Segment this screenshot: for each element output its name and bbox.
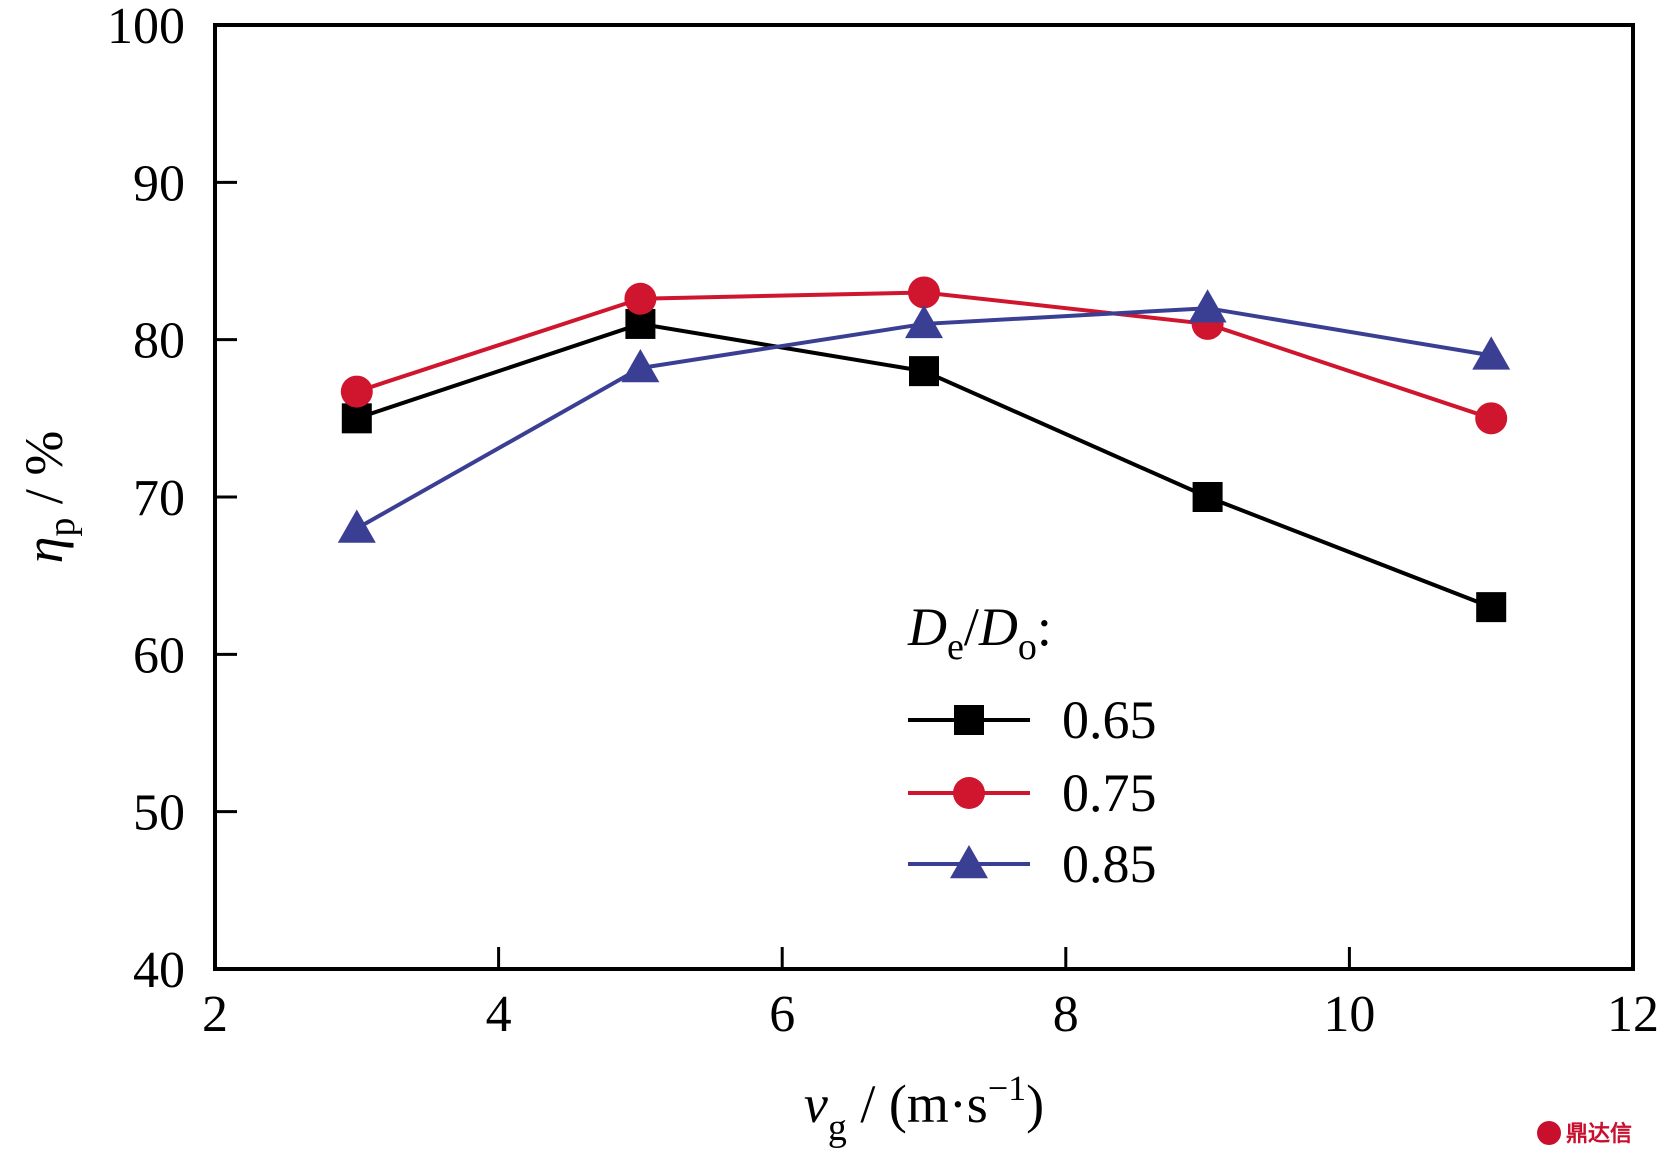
legend-label: 0.65 — [1062, 690, 1157, 750]
series-point — [337, 509, 376, 543]
x-tick-label: 8 — [1053, 986, 1079, 1043]
y-tick-label: 80 — [133, 313, 185, 370]
legend-label: 0.85 — [1062, 834, 1157, 894]
y-tick-label: 70 — [133, 470, 185, 527]
legend-label: 0.75 — [1062, 763, 1157, 823]
series-point — [341, 403, 372, 434]
legend-marker — [953, 777, 985, 809]
y-tick-label: 40 — [133, 942, 185, 999]
series-point — [621, 348, 660, 383]
series-point — [624, 282, 657, 315]
series-point — [1475, 402, 1508, 435]
x-tick-label: 4 — [486, 986, 512, 1043]
watermark-logo-icon — [1537, 1121, 1561, 1145]
x-tick-label: 12 — [1607, 986, 1659, 1043]
series-point — [908, 276, 940, 309]
y-tick-label: 50 — [133, 785, 185, 842]
plot-frame — [213, 23, 1635, 971]
x-tick-label: 10 — [1323, 986, 1375, 1043]
legend-marker — [954, 705, 984, 735]
legend-title: De/Do: — [907, 597, 1052, 668]
series-line-3 — [355, 306, 1492, 531]
axis-ticks: 2 4 6 8 10 12 40 50 60 70 80 90 100 — [107, 0, 1659, 1043]
x-axis-title: vg / (m·s−1) — [804, 1068, 1044, 1149]
x-tick-label: 6 — [769, 986, 795, 1043]
legend-marker — [950, 845, 988, 879]
y-tick-label: 90 — [133, 155, 185, 212]
y-axis-title: ηp / % — [14, 431, 83, 564]
y-tick-label: 60 — [133, 627, 185, 684]
series-point — [905, 304, 943, 339]
series-point — [1192, 482, 1223, 512]
x-tick-label: 2 — [202, 986, 228, 1043]
legend-items: 0.65 0.75 0.85 — [908, 690, 1157, 894]
y-tick-label: 100 — [107, 0, 185, 55]
series-point — [1476, 592, 1507, 623]
watermark-text: 鼎达信 — [1566, 1121, 1632, 1147]
series-point — [1188, 289, 1227, 323]
series-point — [340, 375, 373, 408]
series-point — [909, 356, 939, 387]
legend: De/Do: 0.65 0.75 0.85 — [907, 597, 1157, 894]
watermark: 鼎达信 — [1537, 1121, 1632, 1147]
series-point — [1472, 336, 1511, 370]
series-markers — [337, 276, 1511, 623]
series-lines — [355, 290, 1492, 609]
